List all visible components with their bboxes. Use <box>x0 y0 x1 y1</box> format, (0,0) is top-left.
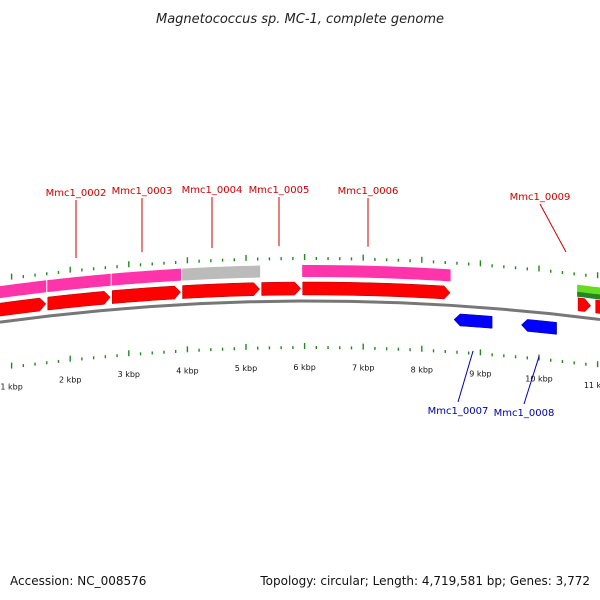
reverse-gene-arrow[interactable] <box>521 319 557 335</box>
reverse-gene-arrow[interactable] <box>453 313 493 329</box>
gene-labels: Mmc1_0002 Mmc1_0003 Mmc1_0004 Mmc1_0005 Mmc1… <box>46 185 571 419</box>
gene-label[interactable]: Mmc1_0009 <box>510 192 571 203</box>
backbone-line <box>0 299 600 324</box>
gene-label[interactable]: Mmc1_0004 <box>182 185 243 196</box>
gene-label[interactable]: Mmc1_0006 <box>338 186 399 197</box>
dark-green-feature-band <box>577 291 600 300</box>
protein-domain-band <box>47 273 111 293</box>
forward-partial-arrow[interactable] <box>595 299 600 316</box>
forward-gene-arrow[interactable] <box>182 282 260 299</box>
scale-labels: 1 kbp 2 kbp 3 kbp 4 kbp 5 kbp 6 kbp 7 kbp 8 kbp… <box>0 363 600 392</box>
scale-tick-label: 11 kbp <box>584 381 600 390</box>
green-feature-band <box>577 284 600 295</box>
lower-tick-track <box>10 343 599 369</box>
misc-feature-band <box>182 265 261 281</box>
protein-domain-band <box>0 280 47 299</box>
accession-text: Accession: NC_008576 <box>10 574 147 588</box>
forward-partial-arrow[interactable] <box>0 297 47 317</box>
map-title: Magnetococcus sp. MC-1, complete genome <box>156 12 444 27</box>
scale-tick-label: 4 kbp <box>176 366 198 375</box>
scale-tick-label: 9 kbp <box>469 369 491 378</box>
gene-label-leader <box>457 350 474 403</box>
gene-label[interactable]: Mmc1_0003 <box>112 186 173 197</box>
genome-summary-text: Topology: circular; Length: 4,719,581 bp… <box>260 574 590 588</box>
scale-tick-label: 6 kbp <box>293 363 315 372</box>
gene-label[interactable]: Mmc1_0005 <box>249 185 310 196</box>
gene-label[interactable]: Mmc1_0007 <box>428 406 489 417</box>
scale-tick-label: 10 kbp <box>525 375 553 384</box>
scale-tick-label: 1 kbp <box>0 383 22 392</box>
gene-label-leader <box>523 356 540 405</box>
genome-backbone <box>0 299 600 324</box>
gene-label[interactable]: Mmc1_0008 <box>494 408 555 419</box>
protein-domain-band <box>302 265 451 282</box>
scale-tick-label: 5 kbp <box>235 364 257 373</box>
gene-label-leader <box>539 203 567 253</box>
forward-gene-arrow[interactable] <box>302 281 451 300</box>
upper-tick-track <box>10 254 599 280</box>
protein-domain-band <box>111 268 182 286</box>
scale-tick-label: 8 kbp <box>411 366 433 375</box>
gene-label[interactable]: Mmc1_0002 <box>46 188 107 199</box>
reverse-strand-track <box>453 313 557 335</box>
scale-tick-label: 7 kbp <box>352 364 374 373</box>
forward-gene-arrow[interactable] <box>47 291 111 311</box>
forward-gene-arrow[interactable] <box>111 285 181 304</box>
forward-gene-arrow[interactable] <box>577 297 592 312</box>
feature-track <box>0 265 600 317</box>
scale-tick-label: 3 kbp <box>118 370 140 379</box>
forward-gene-arrow[interactable] <box>261 281 302 296</box>
scale-tick-label: 2 kbp <box>59 376 81 385</box>
